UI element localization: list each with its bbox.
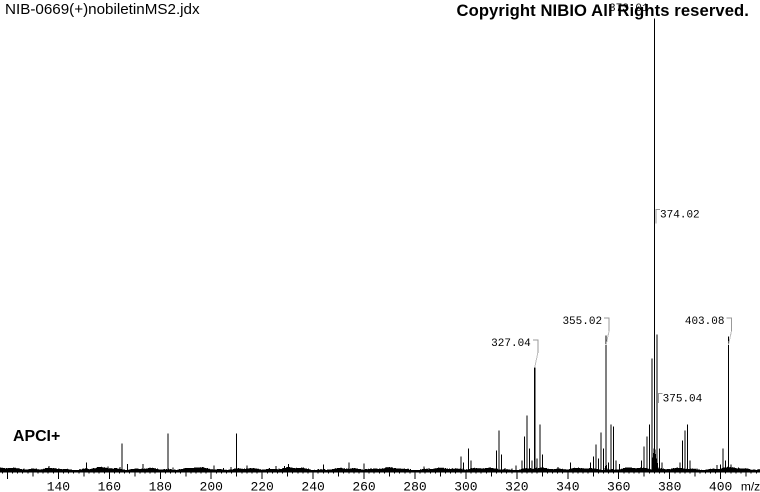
- svg-text:200: 200: [200, 479, 223, 492]
- svg-text:240: 240: [301, 479, 324, 492]
- svg-text:280: 280: [403, 479, 426, 492]
- svg-text:220: 220: [250, 479, 273, 492]
- svg-text:380: 380: [658, 479, 681, 492]
- svg-text:400: 400: [709, 479, 732, 492]
- svg-text:355.02: 355.02: [562, 316, 602, 328]
- svg-text:327.04: 327.04: [491, 338, 531, 350]
- svg-text:373.01: 373.01: [609, 3, 649, 15]
- svg-text:360: 360: [607, 479, 630, 492]
- svg-text:140: 140: [47, 479, 70, 492]
- svg-text:403.08: 403.08: [685, 316, 725, 328]
- svg-text:300: 300: [454, 479, 477, 492]
- svg-text:180: 180: [149, 479, 172, 492]
- svg-text:m/z: m/z: [741, 479, 760, 492]
- svg-text:340: 340: [556, 479, 579, 492]
- svg-text:260: 260: [352, 479, 375, 492]
- svg-text:375.04: 375.04: [663, 393, 703, 405]
- svg-text:320: 320: [505, 479, 528, 492]
- svg-text:374.02: 374.02: [660, 209, 700, 221]
- svg-text:160: 160: [98, 479, 121, 492]
